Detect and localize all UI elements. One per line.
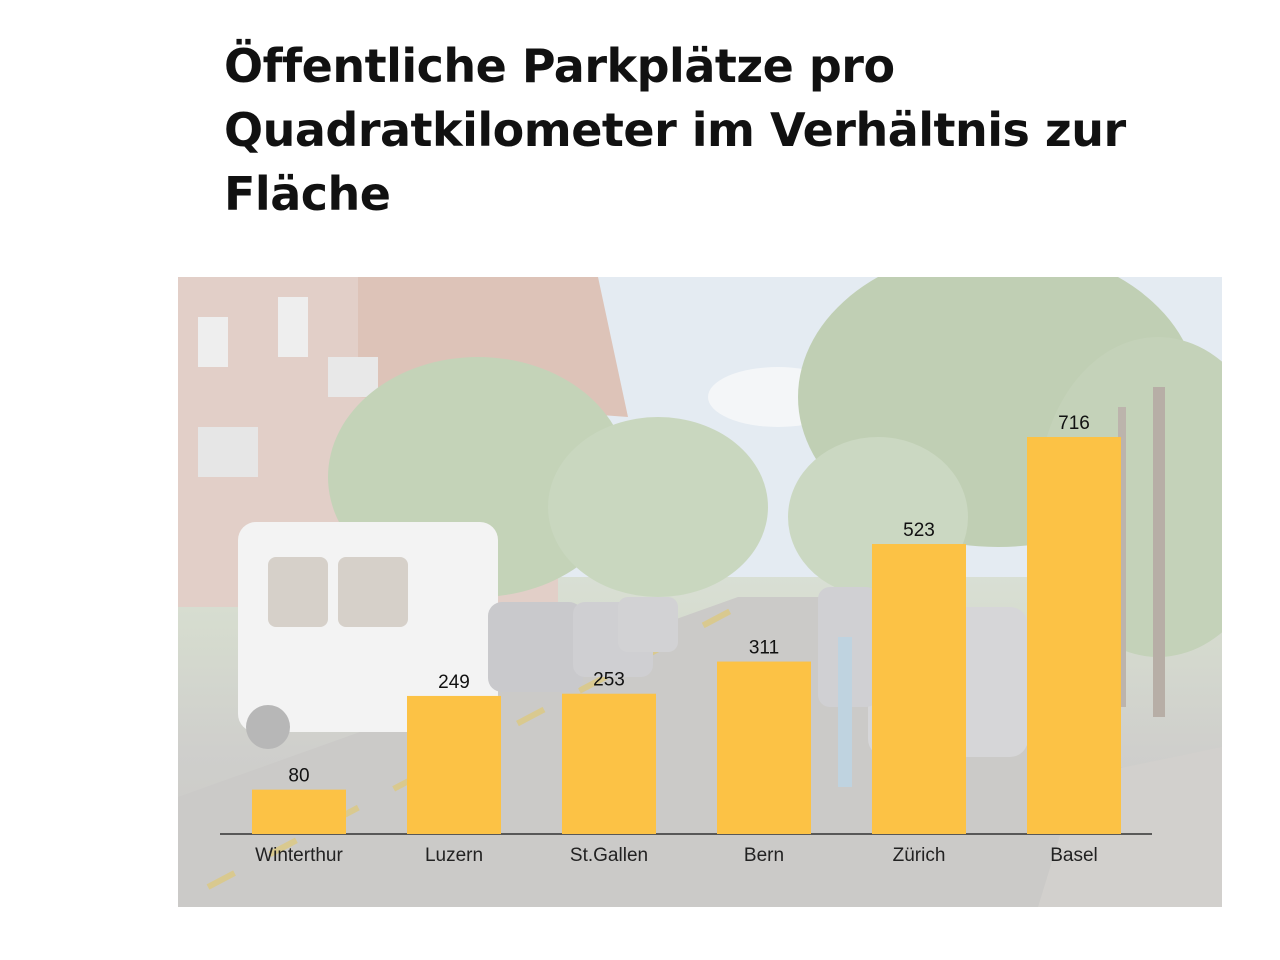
x-tick-label: Basel bbox=[1050, 845, 1098, 866]
bar-value-label: 249 bbox=[438, 672, 470, 693]
bar-value-label: 311 bbox=[749, 638, 779, 659]
x-tick-label: St.Gallen bbox=[570, 845, 648, 866]
bar-luzern bbox=[407, 695, 501, 834]
x-tick-label: Winterthur bbox=[255, 845, 343, 866]
bar-basel bbox=[1027, 437, 1121, 834]
bar-winterthur bbox=[252, 789, 346, 834]
bar-chart: 80 Winterthur 249 Luzern 253 St.Gallen 311 Bern… bbox=[220, 413, 1152, 866]
bar-st-gallen bbox=[562, 693, 656, 834]
bar-bern bbox=[717, 661, 811, 834]
x-tick-label: Luzern bbox=[425, 845, 483, 866]
page-title: Öffentliche Parkplätze pro Quadratkilome… bbox=[224, 39, 1126, 221]
bar-value-label: 716 bbox=[1058, 413, 1090, 434]
bar-zürich bbox=[872, 544, 966, 834]
x-tick-label: Bern bbox=[744, 845, 784, 866]
x-tick-label: Zürich bbox=[893, 845, 946, 866]
chart-panel: 80 Winterthur 249 Luzern 253 St.Gallen 311 Bern… bbox=[178, 277, 1222, 907]
bar-value-label: 80 bbox=[288, 766, 309, 787]
bar-value-label: 253 bbox=[593, 670, 625, 691]
bar-value-label: 523 bbox=[903, 520, 935, 541]
